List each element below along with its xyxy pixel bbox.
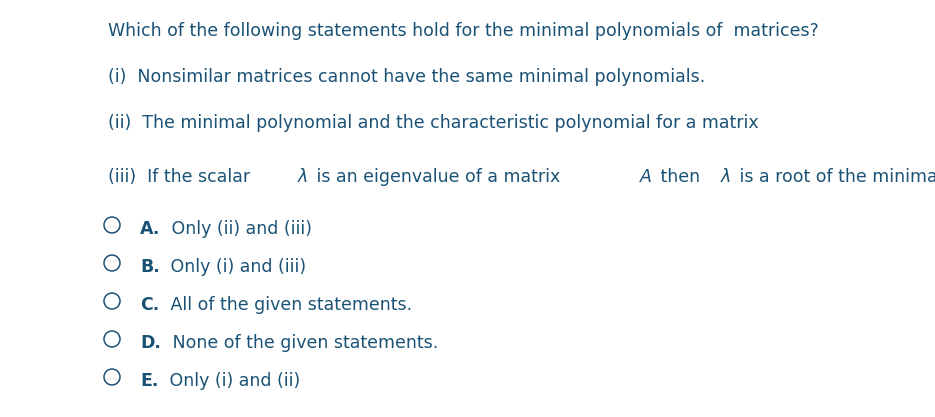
Text: A: A [640,168,652,186]
Text: E.: E. [140,372,158,390]
Text: Only (ii) and (iii): Only (ii) and (iii) [166,220,312,238]
Text: C.: C. [140,296,159,314]
Text: then: then [655,168,706,186]
Text: A.: A. [140,220,161,238]
Text: Only (i) and (iii): Only (i) and (iii) [165,258,307,276]
Text: is a root of the minimal polynomial of: is a root of the minimal polynomial of [734,168,935,186]
Text: None of the given statements.: None of the given statements. [167,334,439,352]
Text: λ: λ [298,168,309,186]
Text: D.: D. [140,334,161,352]
Text: Which of the following statements hold for the minimal polynomials of  matrices?: Which of the following statements hold f… [108,22,818,40]
Text: (i)  Nonsimilar matrices cannot have the same minimal polynomials.: (i) Nonsimilar matrices cannot have the … [108,68,705,86]
Text: is an eigenvalue of a matrix: is an eigenvalue of a matrix [311,168,566,186]
Text: (ii)  The minimal polynomial and the characteristic polynomial for a matrix: (ii) The minimal polynomial and the char… [108,114,764,132]
Text: (iii)  If the scalar: (iii) If the scalar [108,168,255,186]
Text: λ: λ [721,168,731,186]
Text: All of the given statements.: All of the given statements. [165,296,412,314]
Text: Only (i) and (ii): Only (i) and (ii) [164,372,300,390]
Text: B.: B. [140,258,160,276]
